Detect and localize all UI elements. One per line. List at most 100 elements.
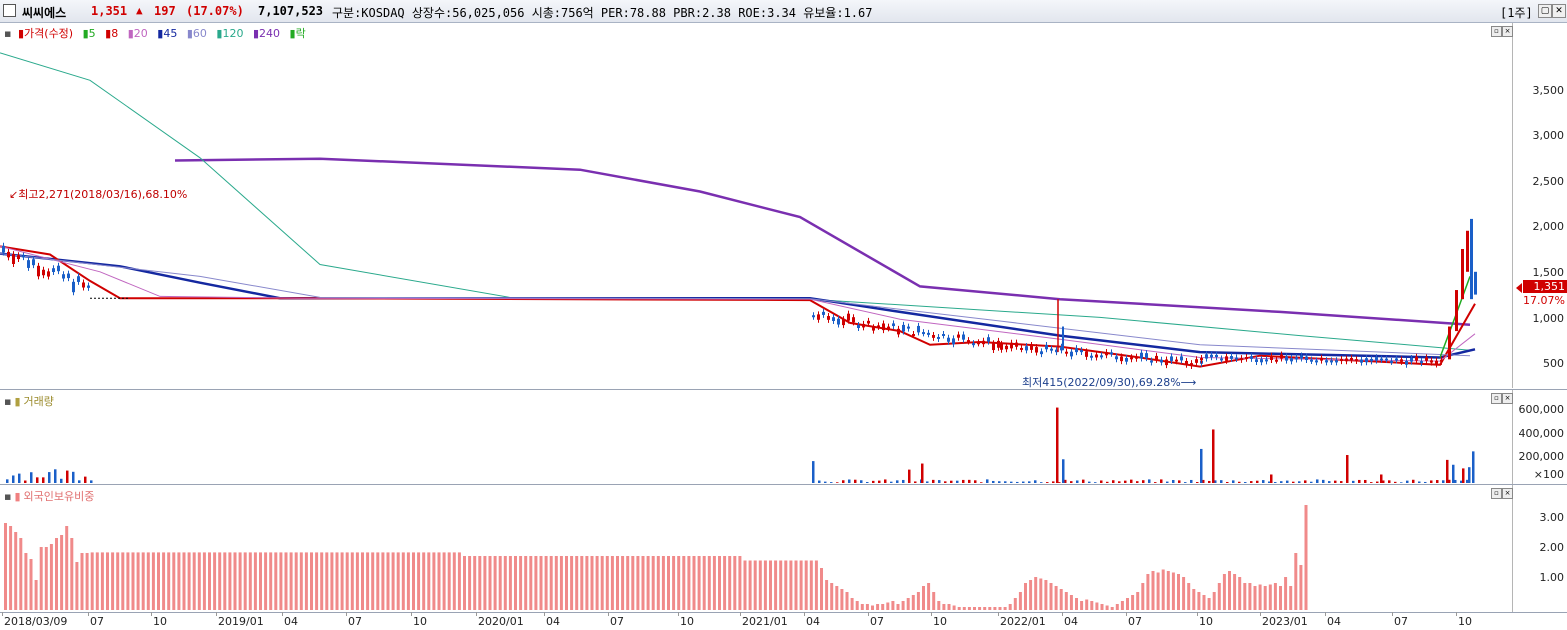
foreign-bar	[29, 559, 33, 610]
candle-body	[957, 334, 960, 338]
foreign-bar	[478, 556, 482, 610]
x-tick	[804, 612, 805, 616]
close-icon[interactable]: ✕	[1552, 4, 1566, 18]
volume-bar	[1280, 481, 1283, 483]
pane-maximize-icon[interactable]: ▫	[1491, 393, 1502, 404]
pane-close-icon[interactable]: ×	[1502, 488, 1513, 499]
foreign-bar	[687, 556, 691, 610]
pane-menu-icon[interactable]: ▪	[4, 490, 12, 503]
foreign-bar	[1187, 583, 1191, 610]
candle-body	[1200, 358, 1203, 361]
candle-body	[1190, 363, 1193, 367]
pane-close-icon[interactable]: ×	[1502, 393, 1513, 404]
foreign-bar	[855, 601, 859, 610]
candle-body	[1010, 342, 1013, 349]
x-tick-label: 07	[1128, 615, 1142, 628]
pane-maximize-icon[interactable]: ▫	[1491, 488, 1502, 499]
volume-bar	[1298, 481, 1301, 483]
volume-bar	[1436, 480, 1439, 483]
volume-bar	[1380, 474, 1383, 483]
candle-body	[1250, 356, 1253, 359]
foreign-bar	[80, 553, 84, 610]
foreign-bar	[1161, 569, 1165, 610]
x-tick	[476, 612, 477, 616]
period-selector[interactable]: [1주]	[1500, 6, 1533, 20]
foreign-bar	[432, 552, 436, 610]
candle-body	[1215, 354, 1218, 358]
volume-bar	[1028, 481, 1031, 483]
candle-body	[977, 342, 980, 345]
foreign-bar	[1105, 605, 1109, 610]
volume-bar	[1212, 429, 1215, 483]
foreign-bar	[891, 601, 895, 610]
candle-body	[1030, 344, 1033, 350]
candle-body	[62, 274, 65, 279]
volume-bar	[902, 479, 905, 483]
volume-bar	[848, 479, 851, 483]
foreign-bar	[366, 552, 370, 610]
candle-body	[82, 282, 85, 288]
foreign-bar	[850, 598, 854, 610]
volume-bar	[24, 480, 27, 483]
pane-divider[interactable]	[0, 484, 1567, 485]
candle-body	[1100, 355, 1103, 358]
foreign-bar	[973, 607, 976, 610]
pane-close-icon[interactable]: ×	[1502, 26, 1513, 37]
pane-menu-icon[interactable]: ▪	[4, 395, 12, 408]
foreign-bar	[804, 560, 808, 610]
candle-body	[1115, 356, 1118, 360]
candle-body	[1070, 351, 1073, 357]
pane-divider[interactable]	[0, 389, 1567, 390]
window-restore-icon[interactable]: ▢	[1538, 4, 1552, 18]
foreign-bar	[386, 552, 390, 610]
volume-bar	[1292, 481, 1295, 483]
x-tick-label: 2022/01	[1000, 615, 1046, 628]
foreign-bar	[503, 556, 507, 610]
y-tick: 3,000	[1532, 129, 1565, 142]
x-tick-label: 04	[284, 615, 298, 628]
volume-bar	[1446, 459, 1449, 483]
foreign-bar	[559, 556, 563, 610]
x-tick-label: 2023/01	[1262, 615, 1308, 628]
foreign-bar	[248, 552, 252, 610]
select-checkbox[interactable]	[3, 4, 16, 17]
x-tick	[740, 612, 741, 616]
candle-body	[982, 340, 985, 345]
foreign-bar	[1054, 586, 1058, 610]
foreign-bar	[916, 592, 920, 610]
pane-maximize-icon[interactable]: ▫	[1491, 26, 1502, 37]
volume-bar	[1424, 481, 1427, 483]
candle-body	[1385, 358, 1388, 361]
foreign-bar	[692, 556, 696, 610]
candle-body	[887, 326, 890, 329]
candle-body	[1405, 360, 1408, 365]
volume-bar	[66, 470, 69, 483]
foreign-bar	[1095, 602, 1099, 610]
volume-bar	[1250, 481, 1253, 483]
foreign-bar	[779, 560, 783, 610]
volume-bar	[78, 480, 81, 483]
foreign-bar	[483, 556, 487, 610]
volume-bar	[914, 481, 917, 483]
foreign-bar	[763, 560, 767, 610]
candle-body	[1474, 271, 1477, 295]
volume-bar	[1100, 480, 1103, 483]
volume-bar	[1046, 482, 1049, 483]
foreign-bar	[473, 556, 477, 610]
volume-bar	[1400, 482, 1403, 483]
candle-body	[1375, 357, 1378, 361]
x-tick-label: 10	[933, 615, 947, 628]
candle-body	[1400, 359, 1403, 362]
volume-bar	[1382, 480, 1385, 483]
pane-menu-icon[interactable]: ▪	[4, 27, 12, 40]
foreign-bar	[1304, 505, 1308, 610]
x-tick	[1456, 612, 1457, 616]
candle-body	[872, 327, 875, 331]
volume-bar	[986, 479, 989, 483]
candle-body	[1245, 357, 1248, 360]
foreign-bar	[1120, 601, 1124, 610]
stock-name: 씨씨에스	[22, 6, 67, 20]
foreign-bar	[937, 601, 941, 610]
x-tick	[1392, 612, 1393, 616]
foreign-bar	[1273, 583, 1277, 610]
